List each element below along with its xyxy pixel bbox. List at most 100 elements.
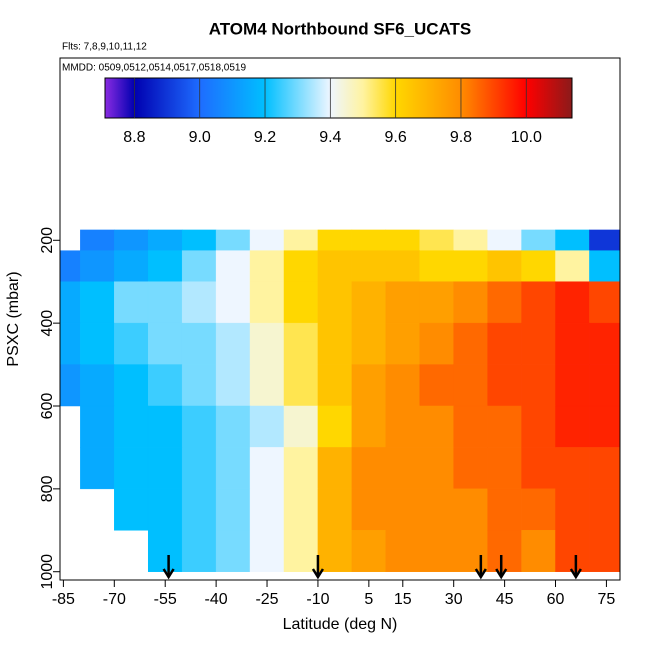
heat-cell: [215, 530, 251, 572]
y-tick-label: 800: [39, 475, 56, 502]
heat-cell: [249, 405, 285, 448]
heat-cell: [283, 405, 319, 448]
y-tick-label: 600: [39, 393, 56, 420]
heat-cell: [114, 229, 149, 251]
heat-cell: [181, 405, 217, 448]
heat-cell: [589, 364, 621, 407]
heat-cell: [419, 530, 454, 572]
x-tick-label: -25: [255, 591, 278, 608]
heat-cell: [114, 447, 149, 490]
heat-cell: [453, 364, 488, 407]
heat-cell: [385, 281, 421, 324]
x-tick-label: 30: [445, 591, 463, 608]
heat-cell: [555, 250, 590, 282]
heat-cell: [453, 447, 488, 490]
heat-cell: [385, 488, 421, 531]
heat-cell: [351, 530, 387, 572]
heat-cell: [317, 530, 353, 572]
heat-cell: [453, 488, 488, 531]
x-tick-label: 75: [598, 591, 616, 608]
heat-cell: [589, 447, 621, 490]
heat-cell: [521, 281, 556, 324]
x-tick-label: 45: [496, 591, 514, 608]
heat-cell: [521, 488, 556, 531]
heat-cell: [215, 405, 251, 448]
heat-cell: [147, 281, 183, 324]
heat-cell: [181, 488, 217, 531]
heat-cell: [283, 364, 319, 407]
heat-cell: [317, 364, 353, 407]
heat-cell: [589, 488, 621, 531]
heat-cell: [555, 322, 590, 365]
heat-cell: [487, 250, 522, 282]
heat-cell: [249, 488, 285, 531]
heat-cell: [283, 488, 319, 531]
colorbar-tick-label: 9.8: [450, 129, 472, 146]
heat-cell: [59, 322, 81, 365]
heat-cell: [521, 322, 556, 365]
heat-cell: [351, 250, 387, 282]
heat-cell: [419, 447, 454, 490]
heat-cell: [215, 447, 251, 490]
heat-cell: [80, 447, 115, 490]
heat-cell: [555, 530, 590, 572]
heat-cell: [249, 364, 285, 407]
heat-cell: [114, 281, 149, 324]
heat-cell: [419, 322, 454, 365]
heat-cell: [80, 405, 115, 448]
heat-cell: [181, 281, 217, 324]
heat-cell: [317, 229, 353, 251]
colorbar-tick-label: 9.6: [385, 129, 407, 146]
heat-cell: [249, 281, 285, 324]
x-tick-label: -10: [306, 591, 329, 608]
heat-cell: [147, 250, 183, 282]
arrow: [495, 555, 508, 580]
heat-cell: [555, 364, 590, 407]
colorbar-tick-label: 10.0: [511, 129, 542, 146]
heat-cell: [317, 322, 353, 365]
heat-cell: [487, 530, 522, 572]
heat-cell: [283, 229, 319, 251]
x-axis-label: Latitude (deg N): [283, 616, 398, 633]
heat-cell: [80, 229, 115, 251]
heat-cell: [147, 405, 183, 448]
heat-cell: [385, 405, 421, 448]
heat-cell: [385, 364, 421, 407]
x-tick-label: -55: [154, 591, 177, 608]
heat-cell: [181, 250, 217, 282]
note: MMDD: 0509,0512,0514,0517,0518,0519: [62, 63, 246, 74]
heat-cell: [147, 229, 183, 251]
x-tick-label: 5: [364, 591, 373, 608]
heat-cell: [80, 322, 115, 365]
heat-cell: [453, 229, 488, 251]
heat-cell: [351, 405, 387, 448]
heat-cell: [215, 322, 251, 365]
heat-cell: [453, 405, 488, 448]
heat-cell: [487, 488, 522, 531]
heat-cell: [181, 364, 217, 407]
heat-cell: [181, 229, 217, 251]
heat-cell: [147, 530, 183, 572]
heat-cell: [385, 530, 421, 572]
heat-cell: [317, 447, 353, 490]
heat-cell: [147, 322, 183, 365]
heat-cell: [114, 488, 149, 531]
heat-cell: [80, 364, 115, 407]
heat-cell: [555, 447, 590, 490]
heat-cell: [249, 322, 285, 365]
y-tick-label: 400: [39, 310, 56, 337]
heat-cell: [487, 405, 522, 448]
heat-cell: [419, 281, 454, 324]
heat-cell: [589, 530, 621, 572]
heat-cell: [589, 229, 621, 251]
heat-cell: [351, 488, 387, 531]
arrow: [569, 555, 582, 580]
heat-cell: [249, 447, 285, 490]
heat-cell: [114, 364, 149, 407]
heat-cell: [114, 250, 149, 282]
y-tick-label: 1000: [39, 554, 56, 590]
x-tick-label: -70: [103, 591, 126, 608]
heat-cell: [487, 447, 522, 490]
heat-cell: [487, 322, 522, 365]
